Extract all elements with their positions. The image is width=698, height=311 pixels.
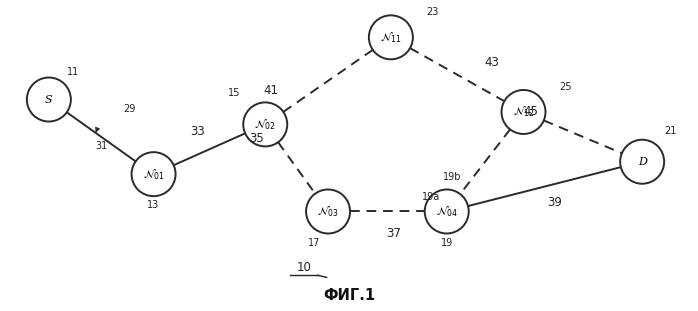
Text: 35: 35	[248, 132, 264, 145]
Ellipse shape	[620, 140, 664, 184]
Text: 19: 19	[440, 238, 453, 248]
Text: 45: 45	[524, 105, 539, 118]
Text: 39: 39	[547, 196, 562, 209]
Ellipse shape	[27, 77, 71, 122]
Ellipse shape	[131, 152, 176, 196]
Text: $\mathcal{N}_{12}$: $\mathcal{N}_{12}$	[512, 104, 535, 119]
Ellipse shape	[501, 90, 546, 134]
Text: 41: 41	[263, 84, 278, 97]
Text: 13: 13	[147, 200, 160, 210]
Text: 37: 37	[386, 227, 401, 240]
Text: S: S	[45, 95, 52, 104]
Text: ФИГ.1: ФИГ.1	[323, 288, 375, 303]
Text: 33: 33	[190, 125, 205, 138]
Text: 29: 29	[123, 104, 135, 114]
Text: 10: 10	[296, 261, 311, 274]
Text: $\mathcal{N}_{01}$: $\mathcal{N}_{01}$	[142, 167, 165, 182]
Ellipse shape	[369, 15, 413, 59]
Text: $\mathcal{N}_{03}$: $\mathcal{N}_{03}$	[317, 204, 339, 219]
Text: 25: 25	[559, 82, 572, 92]
Text: $\mathcal{N}_{04}$: $\mathcal{N}_{04}$	[436, 204, 458, 219]
Ellipse shape	[424, 189, 469, 234]
Text: 19a: 19a	[422, 192, 440, 202]
Text: 31: 31	[95, 141, 107, 151]
Text: 43: 43	[484, 56, 500, 69]
Text: $\mathcal{N}_{02}$: $\mathcal{N}_{02}$	[254, 117, 276, 132]
Text: 19b: 19b	[443, 172, 461, 182]
Text: 21: 21	[664, 126, 676, 136]
Text: 11: 11	[67, 67, 80, 77]
Text: 23: 23	[426, 7, 439, 17]
Text: 15: 15	[228, 88, 240, 98]
Text: 17: 17	[308, 238, 320, 248]
Ellipse shape	[306, 189, 350, 234]
Text: $\mathcal{N}_{11}$: $\mathcal{N}_{11}$	[380, 30, 402, 45]
Text: D: D	[638, 157, 646, 167]
Ellipse shape	[243, 102, 288, 146]
